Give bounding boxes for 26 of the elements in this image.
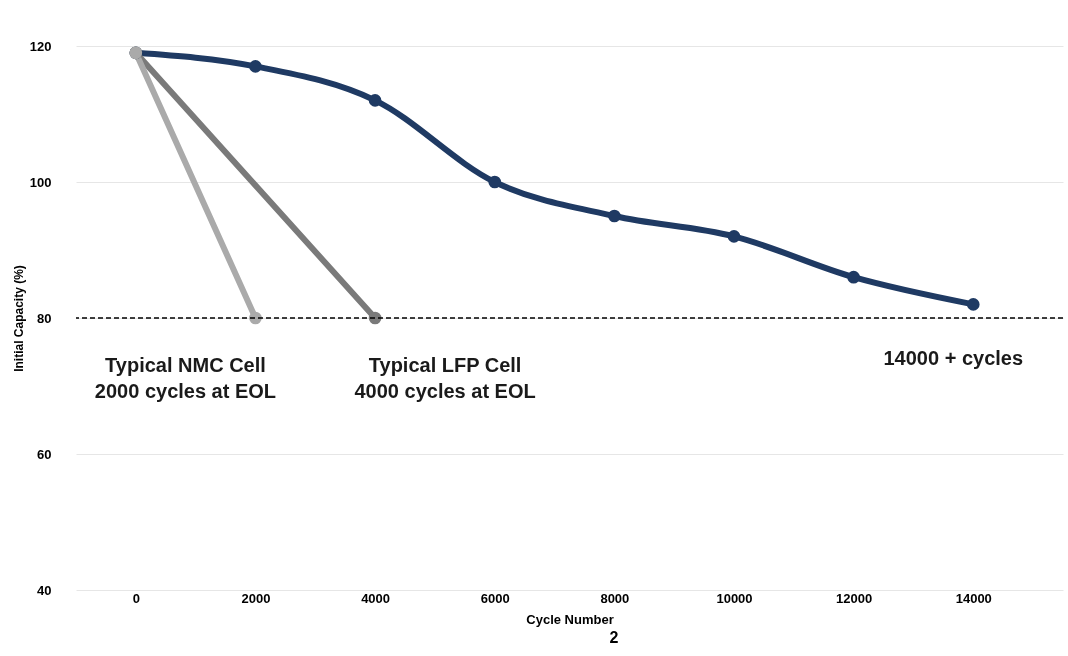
y-tick-label: 100 — [29, 174, 52, 190]
x-tick-label: 12000 — [836, 590, 873, 606]
x-tick-label: 4000 — [361, 590, 391, 606]
x-tick-label: 8000 — [600, 590, 630, 606]
y-tick-label: 120 — [29, 38, 52, 54]
y-axis-title: Initial Capacity (%) — [11, 265, 26, 372]
x-tick-label: 2000 — [241, 590, 271, 606]
y-tick-label: 80 — [37, 310, 52, 326]
x-tick-label: 0 — [132, 590, 140, 606]
y-tick-label: 60 — [37, 446, 52, 462]
annotation: Typical LFP Cell 4000 cycles at EOL — [354, 354, 536, 402]
x-tick-label: 6000 — [480, 590, 510, 606]
point — [488, 175, 502, 189]
point — [249, 60, 262, 73]
annotation: 14000 + cycles — [883, 347, 1024, 370]
x-tick-label: 14000 — [955, 590, 992, 606]
y-tick-label: 40 — [37, 582, 52, 598]
point — [727, 230, 741, 243]
x-axis-title: Cycle Number — [526, 611, 614, 627]
point — [847, 270, 860, 284]
x-tick-label: 10000 — [716, 590, 753, 606]
annotation: Typical NMC Cell 2000 cycles at EOL — [94, 354, 277, 402]
point — [966, 298, 980, 311]
text: 2 — [609, 629, 619, 646]
point — [608, 209, 621, 223]
point — [368, 94, 382, 107]
